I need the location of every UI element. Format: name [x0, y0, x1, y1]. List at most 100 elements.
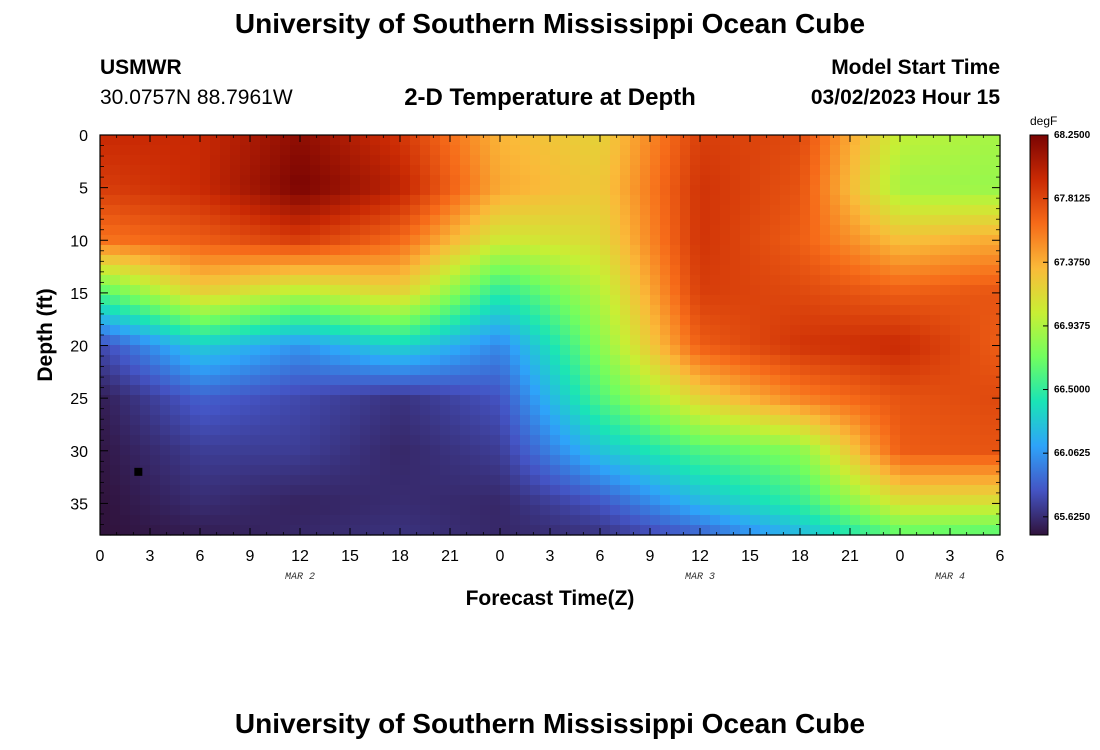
heatmap-cell	[720, 225, 731, 236]
heatmap-cell	[170, 385, 181, 396]
heatmap-cell	[600, 285, 611, 296]
heatmap-cell	[330, 215, 341, 226]
heatmap-cell	[290, 285, 301, 296]
heatmap-cell	[400, 225, 411, 236]
heatmap-cell	[730, 145, 741, 156]
heatmap-cell	[130, 415, 141, 426]
heatmap-cell	[420, 335, 431, 346]
heatmap-cell	[740, 295, 751, 306]
heatmap-cell	[520, 135, 531, 146]
heatmap-cell	[810, 505, 821, 516]
heatmap-cell	[360, 205, 371, 216]
heatmap-cell	[630, 405, 641, 416]
heatmap-cell	[640, 165, 651, 176]
heatmap-cell	[950, 155, 961, 166]
heatmap-cell	[710, 465, 721, 476]
heatmap-cell	[560, 305, 571, 316]
heatmap-cell	[300, 155, 311, 166]
heatmap-cell	[730, 395, 741, 406]
heatmap-cell	[470, 505, 481, 516]
heatmap-cell	[500, 245, 511, 256]
heatmap-cell	[450, 285, 461, 296]
heatmap-cell	[900, 375, 911, 386]
heatmap-cell	[860, 195, 871, 206]
heatmap-cell	[510, 265, 521, 276]
heatmap-cell	[890, 235, 901, 246]
heatmap-cell	[830, 465, 841, 476]
heatmap-cell	[840, 405, 851, 416]
heatmap-cell	[660, 385, 671, 396]
heatmap-cell	[120, 145, 131, 156]
heatmap-cell	[820, 455, 831, 466]
heatmap-cell	[210, 215, 221, 226]
heatmap-cell	[650, 225, 661, 236]
heatmap-cell	[460, 345, 471, 356]
heatmap-cell	[170, 265, 181, 276]
heatmap-cell	[420, 325, 431, 336]
heatmap-cell	[680, 285, 691, 296]
heatmap-cell	[460, 325, 471, 336]
heatmap-cell	[310, 245, 321, 256]
heatmap-cell	[380, 285, 391, 296]
heatmap-cell	[120, 185, 131, 196]
heatmap-cell	[800, 275, 811, 286]
heatmap-cell	[180, 385, 191, 396]
heatmap-cell	[270, 385, 281, 396]
heatmap-cell	[530, 225, 541, 236]
heatmap-cell	[120, 205, 131, 216]
heatmap-cell	[680, 145, 691, 156]
heatmap-cell	[350, 165, 361, 176]
heatmap-cell	[380, 505, 391, 516]
heatmap-cell	[790, 295, 801, 306]
heatmap-cell	[230, 465, 241, 476]
heatmap-cell	[180, 245, 191, 256]
heatmap-cell	[960, 255, 971, 266]
heatmap-cell	[240, 365, 251, 376]
heatmap-cell	[280, 415, 291, 426]
heatmap-cell	[870, 475, 881, 486]
heatmap-cell	[730, 175, 741, 186]
heatmap-cell	[920, 245, 931, 256]
heatmap-cell	[100, 275, 111, 286]
heatmap-cell	[510, 275, 521, 286]
heatmap-cell	[440, 405, 451, 416]
heatmap-cell	[910, 365, 921, 376]
heatmap-cell	[960, 155, 971, 166]
heatmap-cell	[810, 165, 821, 176]
heatmap-cell	[920, 425, 931, 436]
heatmap-cell	[700, 335, 711, 346]
heatmap-cell	[690, 365, 701, 376]
x-tick-label: 6	[596, 548, 605, 565]
heatmap-cell	[500, 375, 511, 386]
heatmap-cell	[770, 495, 781, 506]
heatmap-cell	[920, 265, 931, 276]
heatmap-cell	[740, 165, 751, 176]
heatmap-cell	[620, 215, 631, 226]
heatmap-cell	[320, 475, 331, 486]
heatmap-cell	[780, 515, 791, 526]
heatmap-cell	[270, 515, 281, 526]
heatmap-cell	[180, 305, 191, 316]
heatmap-cell	[170, 135, 181, 146]
heatmap-cell	[310, 375, 321, 386]
heatmap-cell	[250, 205, 261, 216]
heatmap-cell	[700, 515, 711, 526]
heatmap-cell	[140, 155, 151, 166]
heatmap-cell	[320, 435, 331, 446]
heatmap-cell	[480, 405, 491, 416]
heatmap-cell	[900, 135, 911, 146]
heatmap-cell	[440, 505, 451, 516]
heatmap-cell	[600, 195, 611, 206]
heatmap-cell	[230, 455, 241, 466]
heatmap-cell	[700, 355, 711, 366]
heatmap-cell	[150, 525, 161, 536]
heatmap-cell	[380, 205, 391, 216]
heatmap-cell	[740, 445, 751, 456]
heatmap-cell	[980, 475, 991, 486]
heatmap-cell	[860, 315, 871, 326]
heatmap-cell	[730, 375, 741, 386]
heatmap-cell	[730, 365, 741, 376]
heatmap-cell	[220, 195, 231, 206]
heatmap-cell	[480, 395, 491, 406]
heatmap-cell	[920, 375, 931, 386]
